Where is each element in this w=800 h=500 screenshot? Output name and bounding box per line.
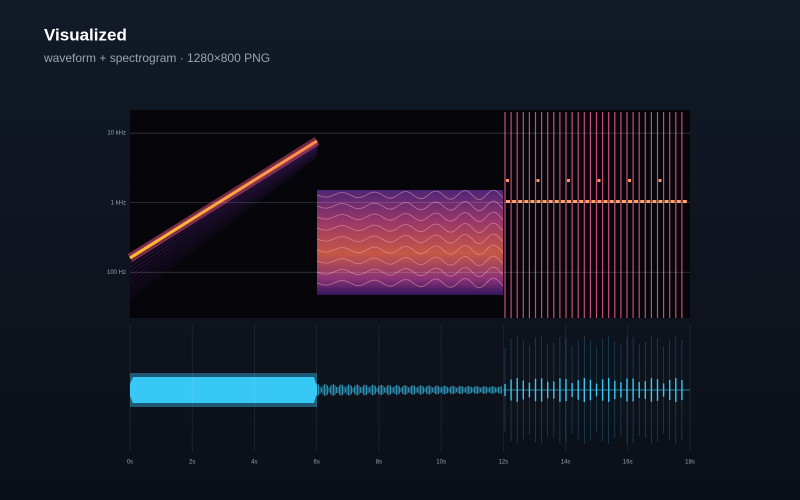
chirp-halo (129, 149, 318, 284)
tone-band (317, 190, 503, 295)
waveform (130, 336, 690, 444)
wave-block (130, 377, 317, 403)
click-tone (530, 200, 535, 203)
x-tick-label: 4s (251, 460, 257, 466)
click-tone (506, 179, 509, 182)
y-tick-label: 100 Hz (107, 270, 126, 276)
tone-harmonic (316, 233, 504, 245)
click-tone (548, 200, 553, 203)
x-tick-label: 6s (313, 460, 319, 466)
tone-harmonic (316, 211, 504, 223)
y-tick-label: 10 kHz (107, 131, 126, 137)
click-tone (567, 179, 570, 182)
x-tick-label: 2s (189, 460, 195, 466)
click-tone (591, 200, 596, 203)
x-tick-label: 18s (685, 460, 695, 466)
click-tone (652, 200, 657, 203)
chirp-halo (129, 155, 318, 300)
click-tone (615, 200, 620, 203)
spectrogram (127, 112, 687, 318)
click-tone (658, 200, 663, 203)
chirp-halo (129, 154, 318, 296)
click-tone (658, 179, 662, 182)
click-tone (512, 200, 517, 203)
click-tone (628, 179, 631, 182)
x-tick-label: 12s (498, 460, 508, 466)
tone-harmonic (316, 255, 504, 267)
click-tone (518, 200, 523, 203)
click-tone (646, 200, 651, 203)
tone-harmonic (316, 222, 504, 234)
tone-harmonic (316, 244, 504, 256)
click-tone (567, 200, 571, 203)
x-tick-label: 16s (623, 460, 633, 466)
title: Visualized (44, 25, 127, 44)
subtitle: waveform + spectrogram · 1280×800 PNG (43, 51, 270, 65)
chirp-halo (129, 152, 318, 292)
click-tone (603, 200, 608, 203)
chirp (129, 139, 318, 260)
click-tone (573, 200, 578, 203)
click-tone (579, 200, 584, 203)
click-tone (621, 200, 626, 203)
click-tone (628, 200, 632, 203)
x-tick-label: 0s (127, 460, 133, 466)
click-tone (536, 200, 541, 203)
click-tone (640, 200, 645, 203)
click-tone (670, 200, 675, 203)
click-tone (609, 200, 614, 203)
tone-harmonic (316, 266, 504, 278)
tone-harmonic (316, 200, 504, 212)
click-tone (634, 200, 639, 203)
click-tone (597, 179, 601, 182)
click-tone (585, 200, 590, 203)
chirp-halo (129, 151, 318, 288)
click-tone (597, 200, 602, 203)
x-tick-label: 14s (561, 460, 571, 466)
tone-harmonic (316, 189, 504, 201)
click-tone (664, 200, 669, 203)
chirp-halo (129, 148, 318, 280)
click-tone (536, 179, 540, 182)
chirp-halo (129, 146, 318, 276)
chirp-halo (129, 145, 318, 272)
click-tone (542, 200, 547, 203)
x-tick-label: 10s (436, 460, 446, 466)
x-tick-label: 8s (376, 460, 382, 466)
click-tone (560, 200, 565, 203)
click-tone (554, 200, 559, 203)
click-tone (682, 200, 687, 203)
tone-harmonic (316, 277, 504, 289)
y-tick-label: 1 kHz (111, 200, 126, 206)
click-tone (524, 200, 529, 203)
click-tone (506, 200, 510, 203)
click-tone (676, 200, 681, 203)
